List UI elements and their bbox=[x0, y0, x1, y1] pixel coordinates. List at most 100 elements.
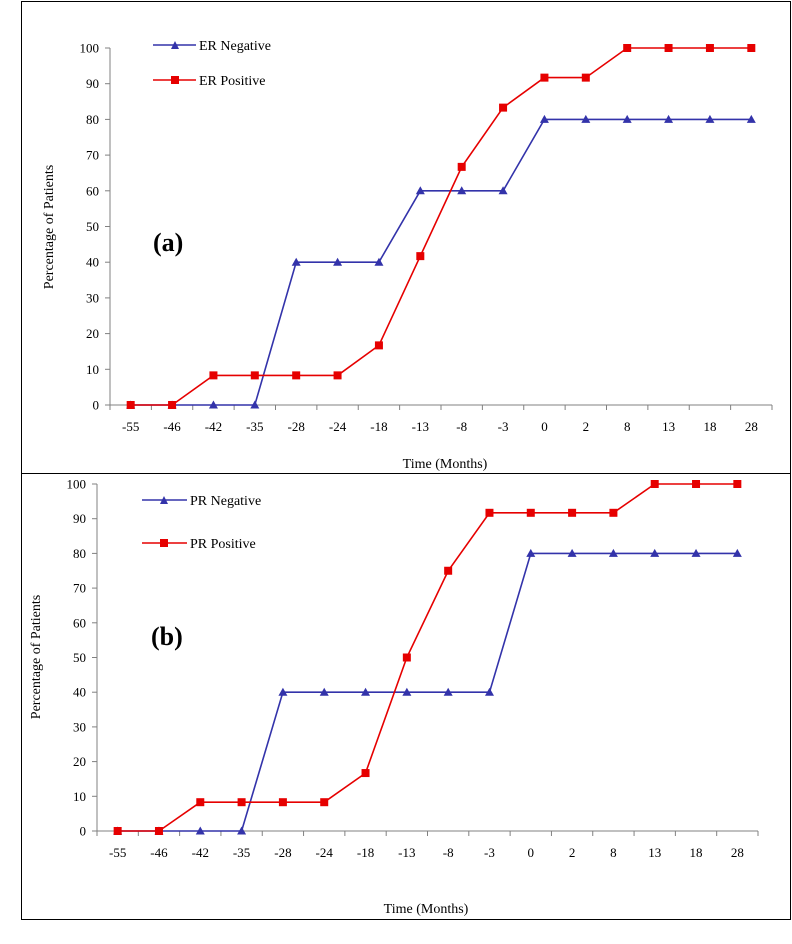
data-point-er-negative bbox=[498, 186, 508, 195]
panel-a-x-tick-label: -13 bbox=[412, 419, 429, 434]
data-point-pr-positive bbox=[444, 566, 453, 575]
panel-b-x-tick-label: 0 bbox=[528, 845, 535, 860]
data-point-er-negative bbox=[622, 114, 632, 123]
data-point-er-positive bbox=[209, 371, 218, 380]
panel-a-y-axis-title: Percentage of Patients bbox=[42, 165, 57, 289]
panel-b-x-tick-label: 2 bbox=[569, 845, 576, 860]
chart-panel-a: (a) Time (Months) Percentage of Patients… bbox=[21, 1, 791, 474]
data-point-pr-negative bbox=[691, 548, 701, 557]
panel-b-border bbox=[21, 473, 791, 920]
panel-b-y-tick-label: 50 bbox=[73, 650, 86, 665]
panel-a-label: (a) bbox=[153, 228, 183, 257]
panel-a-y-tick-label: 100 bbox=[80, 41, 100, 56]
data-point-pr-positive bbox=[609, 508, 618, 517]
panel-a-y-tick-label: 70 bbox=[86, 148, 99, 163]
data-point-er-negative bbox=[581, 114, 591, 123]
series-line-pr-negative bbox=[117, 552, 738, 832]
data-point-pr-negative bbox=[526, 548, 536, 557]
data-point-pr-positive bbox=[485, 508, 494, 517]
data-point-er-positive bbox=[168, 401, 177, 409]
panel-a-legend: ER Negative ER Positive bbox=[153, 39, 271, 89]
series-pr-positive bbox=[113, 480, 742, 835]
data-point-pr-negative bbox=[361, 687, 371, 696]
panel-a-x-tick-label: -3 bbox=[498, 419, 509, 434]
panel-b-y-tick-label: 100 bbox=[67, 477, 87, 492]
legend-marker-pr-negative bbox=[160, 496, 168, 504]
panel-b-x-tick-label: -46 bbox=[150, 845, 168, 860]
legend-marker-pr-positive bbox=[160, 539, 168, 547]
data-point-er-negative bbox=[333, 257, 343, 266]
panel-b-y-tick-label: 30 bbox=[73, 719, 86, 734]
panel-a-x-tick-label: 0 bbox=[541, 419, 548, 434]
data-point-pr-negative bbox=[608, 548, 618, 557]
panel-b-y-tick-label: 0 bbox=[80, 824, 87, 839]
panel-b-x-tick-label: 8 bbox=[610, 845, 617, 860]
panel-a-x-tick-label: 18 bbox=[703, 419, 716, 434]
data-point-pr-positive bbox=[237, 798, 246, 807]
data-point-pr-negative bbox=[443, 687, 453, 696]
panel-a-y-tick-label: 80 bbox=[86, 112, 99, 127]
data-point-er-negative bbox=[208, 400, 218, 409]
panel-a-border bbox=[21, 1, 791, 474]
panel-b-y-tick-label: 90 bbox=[73, 511, 86, 526]
series-line-er-positive bbox=[130, 47, 752, 406]
data-point-er-positive bbox=[333, 371, 342, 380]
data-point-er-positive bbox=[250, 371, 259, 380]
panel-b-y-tick-label: 40 bbox=[73, 685, 86, 700]
panel-b-x-tick-label: -42 bbox=[192, 845, 209, 860]
data-point-er-positive bbox=[540, 73, 549, 82]
panel-b-x-tick-label: -18 bbox=[357, 845, 374, 860]
panel-a-x-tick-label: -18 bbox=[370, 419, 387, 434]
legend-label-pr-positive: PR Positive bbox=[190, 537, 256, 552]
panel-b-x-tick-label: -3 bbox=[484, 845, 495, 860]
panel-b-x-tick-label: -28 bbox=[274, 845, 291, 860]
panel-b-y-tick-label: 20 bbox=[73, 754, 86, 769]
chart-panel-b: (b) Time (Months) Percentage of Patients… bbox=[21, 473, 791, 920]
data-point-pr-negative bbox=[237, 826, 247, 835]
legend-label-pr-negative: PR Negative bbox=[190, 494, 261, 509]
data-point-er-positive bbox=[292, 371, 301, 380]
data-point-er-negative bbox=[374, 257, 384, 266]
data-point-pr-negative bbox=[567, 548, 577, 557]
panel-a-x-tick-label: -24 bbox=[329, 419, 347, 434]
data-point-er-positive bbox=[457, 162, 466, 171]
panel-b-x-tick-label: -55 bbox=[109, 845, 126, 860]
series-line-pr-positive bbox=[117, 483, 738, 832]
panel-b-x-tick-label: -13 bbox=[398, 845, 415, 860]
series-pr-negative bbox=[113, 548, 742, 835]
panel-a-y-tick-label: 90 bbox=[86, 76, 99, 91]
panel-a-y-tick-label: 30 bbox=[86, 290, 99, 305]
data-point-er-positive bbox=[126, 401, 135, 409]
data-point-er-negative bbox=[539, 114, 549, 123]
data-point-er-negative bbox=[250, 400, 260, 409]
data-point-pr-negative bbox=[484, 687, 494, 696]
data-point-pr-positive bbox=[320, 798, 329, 807]
data-point-er-positive bbox=[705, 44, 714, 52]
panel-a-y-tick-label: 50 bbox=[86, 219, 99, 234]
data-point-er-positive bbox=[416, 252, 425, 261]
panel-a-x-axis-title: Time (Months) bbox=[403, 457, 488, 472]
data-point-er-positive bbox=[623, 44, 632, 52]
panel-b-y-tick-label: 10 bbox=[73, 789, 86, 804]
data-point-er-positive bbox=[581, 73, 590, 82]
data-point-er-negative bbox=[705, 114, 715, 123]
panel-a-x-tick-label: 8 bbox=[624, 419, 631, 434]
panel-b-x-axis-title: Time (Months) bbox=[384, 902, 469, 917]
data-point-pr-negative bbox=[402, 687, 412, 696]
data-point-pr-negative bbox=[278, 687, 288, 696]
panel-a-x-tick-label: 13 bbox=[662, 419, 675, 434]
data-point-er-positive bbox=[747, 44, 756, 52]
panel-a-y-tick-label: 60 bbox=[86, 183, 99, 198]
panel-b-x-tick-label: -35 bbox=[233, 845, 250, 860]
data-point-pr-positive bbox=[361, 769, 370, 778]
data-point-pr-positive bbox=[154, 827, 163, 835]
data-point-er-negative bbox=[415, 186, 425, 195]
legend-marker-er-negative bbox=[171, 41, 179, 49]
series-line-er-negative bbox=[130, 118, 752, 406]
panel-b-legend: PR Negative PR Positive bbox=[142, 494, 261, 552]
panel-b-x-tick-label: 18 bbox=[690, 845, 703, 860]
data-point-pr-positive bbox=[733, 480, 742, 488]
series-er-positive bbox=[126, 44, 756, 409]
data-point-er-negative bbox=[664, 114, 674, 123]
